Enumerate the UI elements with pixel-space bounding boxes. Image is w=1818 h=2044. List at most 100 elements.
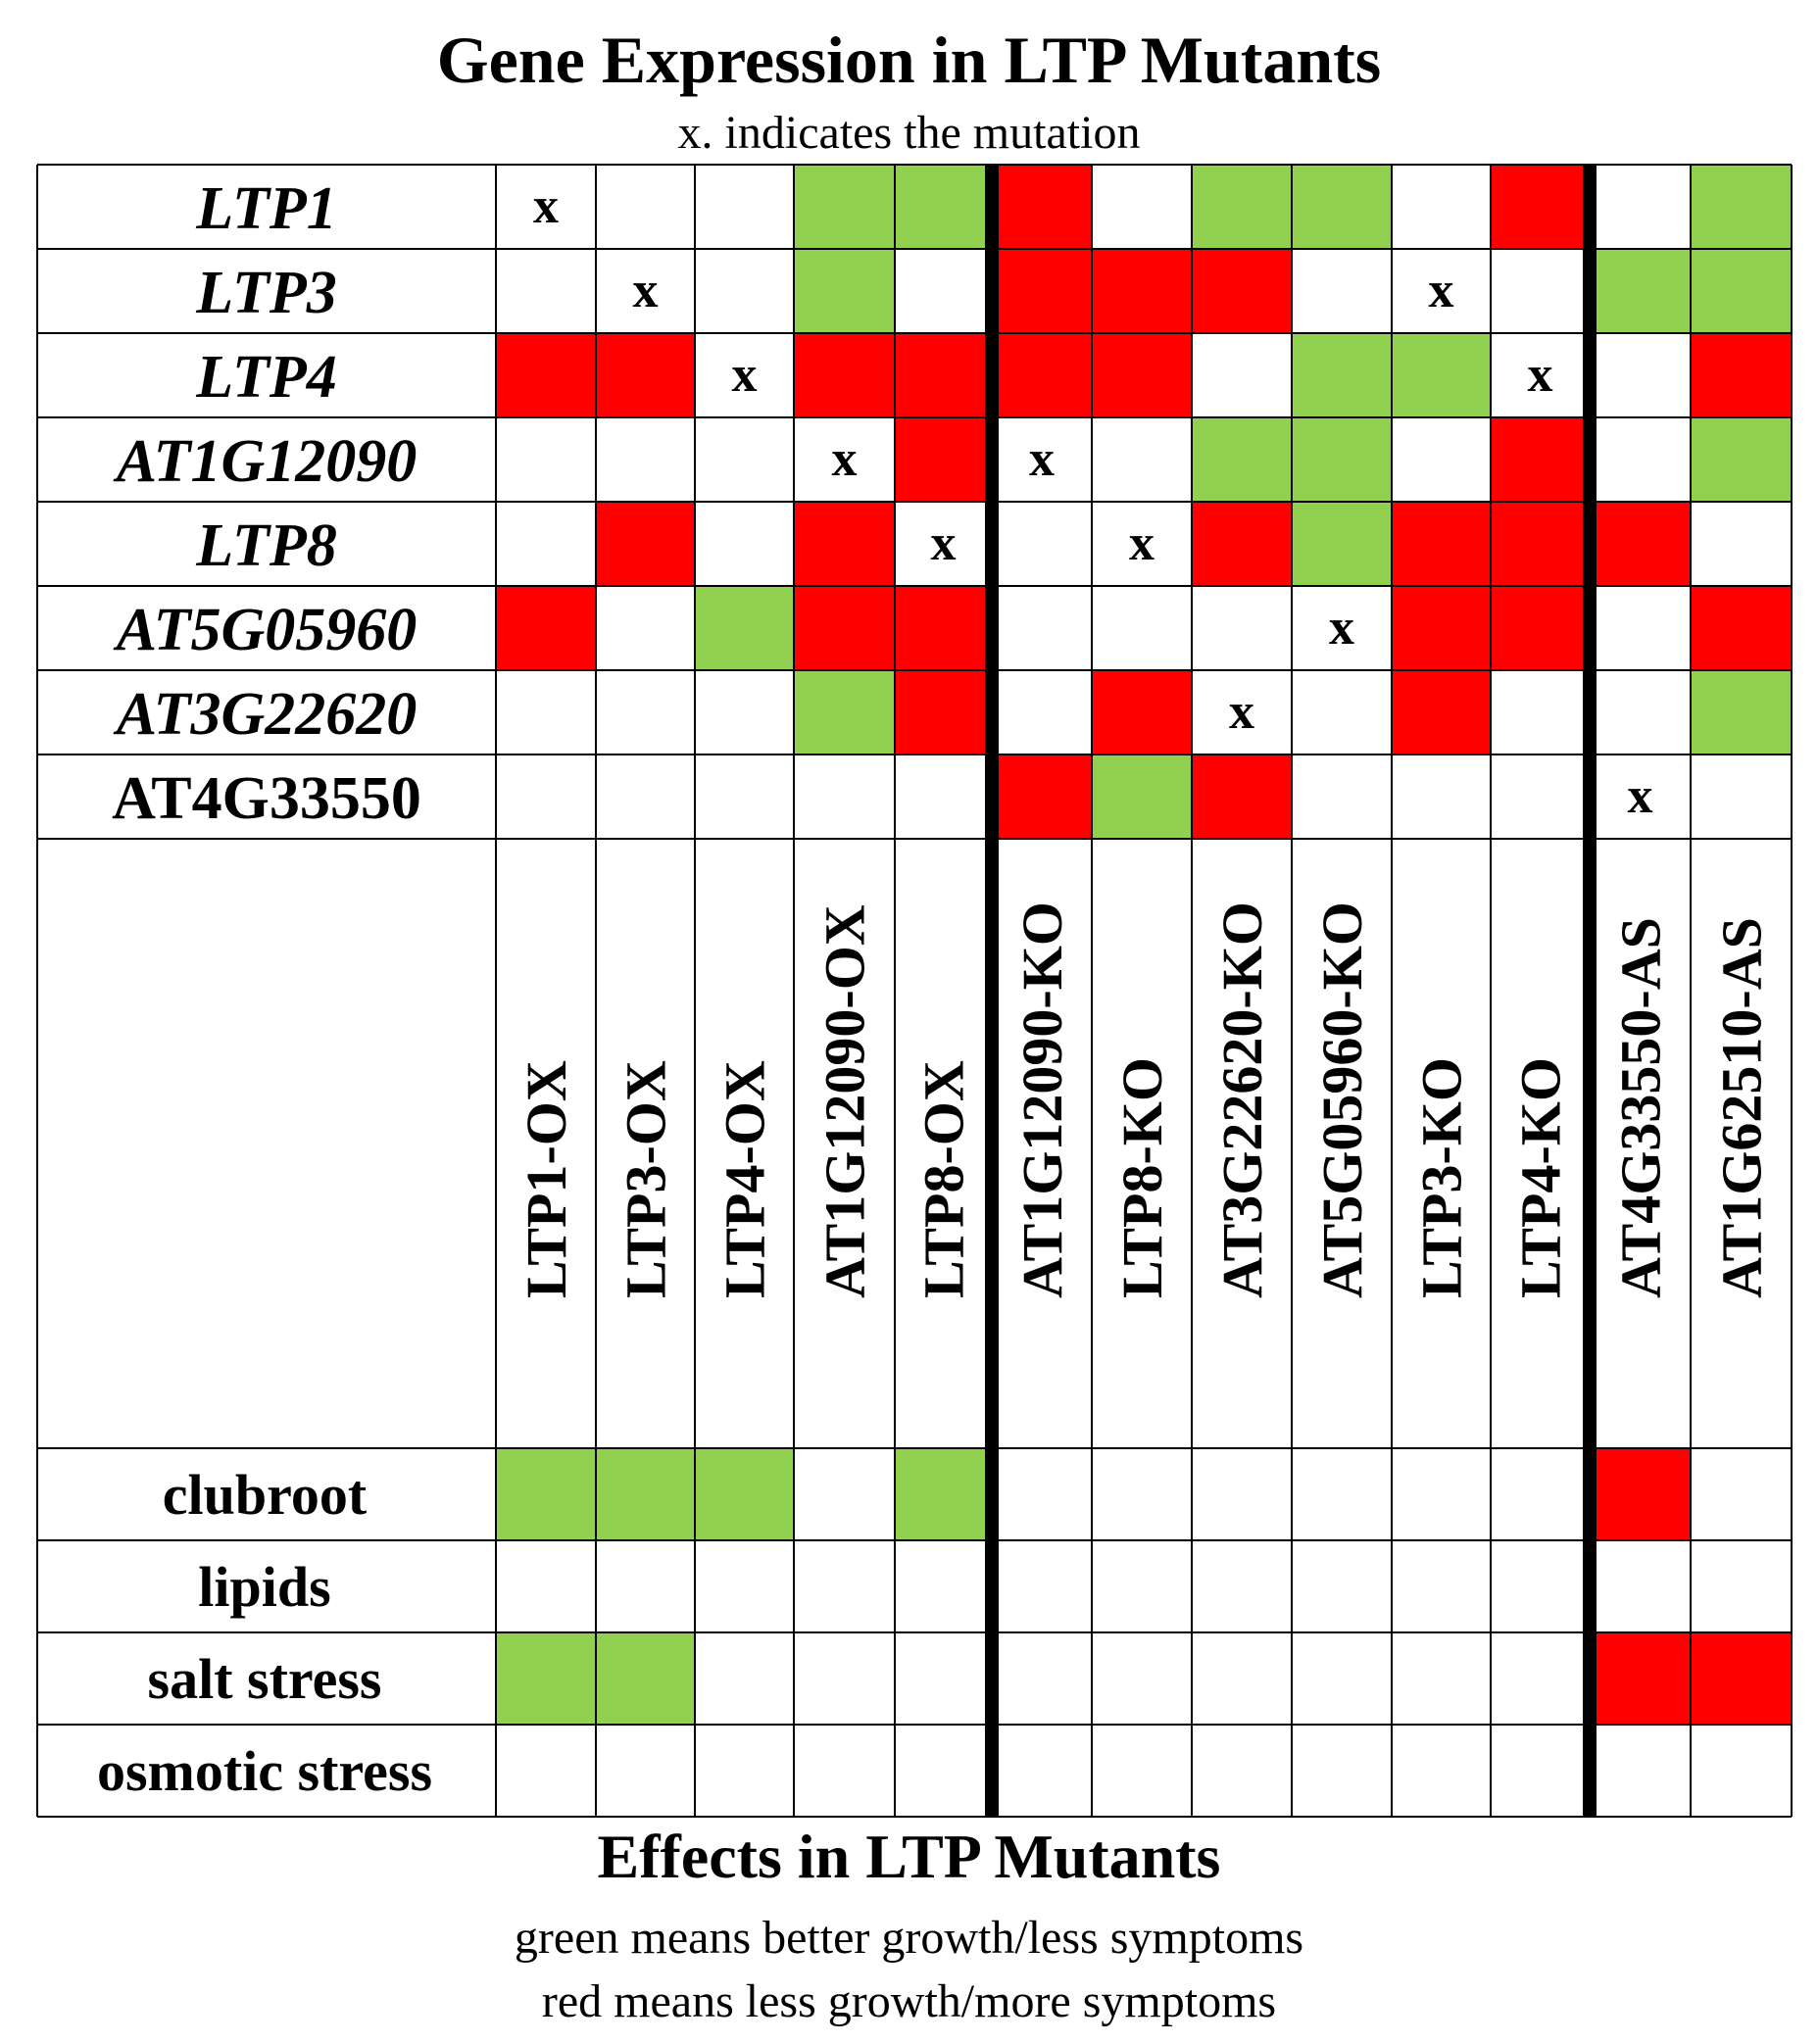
gene-label-at4g33550: AT4G33550: [112, 765, 421, 832]
mutation-mark-at5g05960-at5g05960-ko: x: [1329, 600, 1354, 656]
mutant-label-at1g12090-ox: AT1G12090-OX: [813, 904, 877, 1298]
expression-cell-at5g05960-ltp1-ox: [496, 586, 596, 670]
expression-cell-ltp3-at1g12090-ko: [992, 249, 1092, 333]
mutant-label-ltp1-ox: LTP1-OX: [515, 1060, 578, 1298]
expression-cell-at4g33550-at1g12090-ko: [992, 754, 1092, 839]
chart-title: Gene Expression in LTP Mutants: [436, 23, 1382, 97]
effect-cell-salt-stress-ltp3-ox: [596, 1632, 695, 1725]
expression-cell-ltp8-at4g33550-as: [1590, 502, 1691, 586]
expression-cell-ltp8-ltp3-ko: [1392, 502, 1491, 586]
expression-cell-at4g33550-ltp8-ko: [1092, 754, 1192, 839]
expression-cell-ltp4-ltp8-ko: [1092, 333, 1192, 417]
expression-cell-ltp3-at3g22620-ko: [1192, 249, 1292, 333]
expression-cell-ltp3-at4g33550-as: [1590, 249, 1691, 333]
effect-label-osmotic-stress: osmotic stress: [97, 1739, 432, 1803]
expression-cell-ltp8-at3g22620-ko: [1192, 502, 1292, 586]
mutant-label-at4g33550-as: AT4G33550-AS: [1609, 917, 1673, 1298]
expression-cell-ltp8-ltp4-ko: [1491, 502, 1590, 586]
gene-label-ltp4: LTP4: [195, 344, 337, 411]
expression-cell-ltp8-at5g05960-ko: [1292, 502, 1392, 586]
expression-cell-ltp1-at3g22620-ko: [1192, 165, 1292, 249]
expression-cell-at5g05960-ltp4-ko: [1491, 586, 1590, 670]
expression-cell-ltp1-at1g12090-ox: [794, 165, 895, 249]
mutant-label-at5g05960-ko: AT5G05960-KO: [1310, 901, 1374, 1298]
effects-title: Effects in LTP Mutants: [597, 1822, 1221, 1891]
mutation-mark-at1g12090-at1g12090-ox: x: [832, 431, 858, 487]
expression-cell-ltp1-ltp4-ko: [1491, 165, 1590, 249]
expression-cell-ltp4-ltp1-ox: [496, 333, 596, 417]
legend-green-text: green means better growth/less symptoms: [514, 1912, 1304, 1964]
group-separator: [985, 165, 999, 1817]
expression-cell-at3g22620-at1g62510-as: [1691, 670, 1792, 754]
mutant-label-ltp4-ox: LTP4-OX: [713, 1060, 777, 1298]
group-separator: [1583, 165, 1597, 1817]
legend-red-text: red means less growth/more symptoms: [541, 1975, 1277, 2027]
mutation-mark-at1g12090-at1g12090-ko: x: [1029, 431, 1055, 487]
mutation-mark-ltp8-ltp8-ko: x: [1129, 515, 1155, 571]
expression-cell-ltp4-ltp8-ox: [895, 333, 992, 417]
expression-cell-at3g22620-ltp8-ox: [895, 670, 992, 754]
effect-cell-clubroot-at4g33550-as: [1590, 1448, 1691, 1540]
mutant-label-at3g22620-ko: AT3G22620-KO: [1210, 901, 1274, 1298]
expression-cell-ltp1-at1g62510-as: [1691, 165, 1792, 249]
expression-cell-at1g12090-at3g22620-ko: [1192, 417, 1292, 502]
expression-cell-at5g05960-at1g62510-as: [1691, 586, 1792, 670]
expression-cell-at1g12090-at5g05960-ko: [1292, 417, 1392, 502]
effect-cell-clubroot-ltp4-ox: [695, 1448, 794, 1540]
expression-cell-ltp3-at1g12090-ox: [794, 249, 895, 333]
expression-cell-ltp4-ltp3-ko: [1392, 333, 1491, 417]
expression-cell-ltp4-at1g12090-ox: [794, 333, 895, 417]
expression-cell-ltp4-at1g62510-as: [1691, 333, 1792, 417]
expression-cell-ltp4-at1g12090-ko: [992, 333, 1092, 417]
mutation-mark-ltp3-ltp3-ox: x: [633, 263, 659, 318]
effect-label-lipids: lipids: [198, 1555, 330, 1619]
effect-cell-salt-stress-at4g33550-as: [1590, 1632, 1691, 1725]
chart-subtitle: x. indicates the mutation: [677, 107, 1141, 159]
gene-label-ltp3: LTP3: [195, 260, 337, 326]
effect-label-salt-stress: salt stress: [148, 1647, 382, 1711]
expression-cell-at5g05960-ltp4-ox: [695, 586, 794, 670]
expression-cell-ltp3-ltp8-ko: [1092, 249, 1192, 333]
mutation-mark-ltp8-ltp8-ox: x: [931, 515, 957, 571]
mutation-mark-ltp1-ltp1-ox: x: [533, 178, 559, 234]
mutation-mark-ltp4-ltp4-ox: x: [732, 347, 758, 403]
gene-label-at3g22620: AT3G22620: [113, 681, 418, 748]
mutation-mark-at4g33550-at4g33550-as: x: [1628, 768, 1653, 824]
mutation-mark-ltp4-ltp4-ko: x: [1528, 347, 1553, 403]
expression-cell-ltp4-ltp3-ox: [596, 333, 695, 417]
expression-cell-at5g05960-at1g12090-ox: [794, 586, 895, 670]
expression-cell-ltp1-at5g05960-ko: [1292, 165, 1392, 249]
gene-label-ltp8: LTP8: [195, 512, 337, 579]
mutant-label-ltp3-ox: LTP3-OX: [614, 1060, 678, 1298]
effect-label-clubroot: clubroot: [163, 1463, 368, 1527]
effect-cell-clubroot-ltp8-ox: [895, 1448, 992, 1540]
mutation-mark-at3g22620-at3g22620-ko: x: [1229, 684, 1254, 740]
gene-label-ltp1: LTP1: [195, 175, 337, 242]
expression-cell-at5g05960-ltp3-ko: [1392, 586, 1491, 670]
mutant-label-ltp8-ox: LTP8-OX: [912, 1060, 976, 1298]
mutant-label-at1g62510-as: AT1G62510-AS: [1710, 917, 1774, 1298]
expression-cell-at4g33550-at3g22620-ko: [1192, 754, 1292, 839]
mutant-label-at1g12090-ko: AT1G12090-KO: [1010, 901, 1074, 1298]
mutation-mark-ltp3-ltp3-ko: x: [1429, 263, 1454, 318]
gene-label-at1g12090: AT1G12090: [113, 428, 418, 495]
expression-cell-at1g12090-ltp4-ko: [1491, 417, 1590, 502]
effect-cell-clubroot-ltp3-ox: [596, 1448, 695, 1540]
expression-cell-at1g12090-at1g62510-as: [1691, 417, 1792, 502]
expression-cell-ltp1-ltp8-ox: [895, 165, 992, 249]
expression-cell-at5g05960-ltp8-ox: [895, 586, 992, 670]
mutant-label-ltp8-ko: LTP8-KO: [1110, 1057, 1174, 1298]
expression-cell-ltp1-at1g12090-ko: [992, 165, 1092, 249]
effect-cell-salt-stress-ltp1-ox: [496, 1632, 596, 1725]
expression-cell-at1g12090-ltp8-ox: [895, 417, 992, 502]
gene-label-at5g05960: AT5G05960: [113, 597, 418, 663]
effect-cell-clubroot-ltp1-ox: [496, 1448, 596, 1540]
expression-cell-ltp3-at1g62510-as: [1691, 249, 1792, 333]
expression-cell-ltp8-ltp3-ox: [596, 502, 695, 586]
mutant-label-ltp4-ko: LTP4-KO: [1509, 1057, 1573, 1298]
expression-cell-at3g22620-ltp3-ko: [1392, 670, 1491, 754]
effect-cell-salt-stress-at1g62510-as: [1691, 1632, 1792, 1725]
expression-cell-ltp8-at1g12090-ox: [794, 502, 895, 586]
expression-cell-ltp4-at5g05960-ko: [1292, 333, 1392, 417]
